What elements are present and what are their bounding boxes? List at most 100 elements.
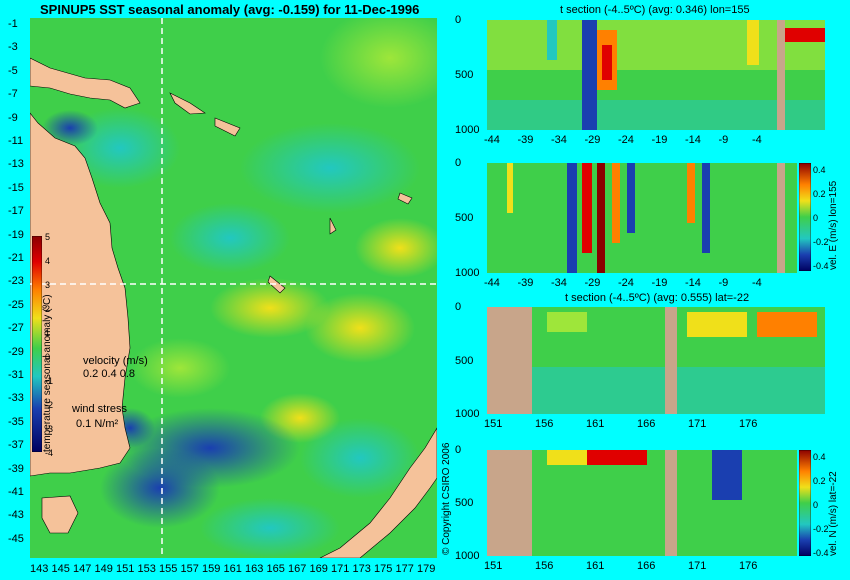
lat-tick-label: -3 xyxy=(8,41,18,54)
lat-tick-label: -33 xyxy=(8,392,24,405)
lat-tick-label: -17 xyxy=(8,205,24,218)
vel-n-colorbar xyxy=(799,450,811,556)
panel-x-tick-label: -39 xyxy=(517,277,534,289)
anomaly-patches xyxy=(42,18,437,558)
lon-tick-label: 151 xyxy=(116,563,135,575)
panel-x-tick-label: -44 xyxy=(484,277,500,289)
panel-x-tick-label: 166 xyxy=(637,560,656,572)
wind-stress-scale: 0.1 N/m² xyxy=(76,418,119,430)
vel-e-tick-label: 0.2 xyxy=(813,189,826,199)
vel-n-tick-label: -0.4 xyxy=(813,548,829,558)
colorbar-tick-label: 3 xyxy=(45,280,51,290)
velocity-scale: 0.2 0.4 0.8 xyxy=(83,368,135,380)
land-new-zealand xyxy=(319,427,437,558)
colorbar-tick-label: 0 xyxy=(45,352,51,362)
panel4-vel-north xyxy=(487,450,797,556)
colorbar-tick-label: 2 xyxy=(45,304,51,314)
lat-tick-label: -29 xyxy=(8,345,24,358)
lon-tick-label: 149 xyxy=(94,563,113,575)
panel-y-tick-label: 500 xyxy=(455,212,474,224)
panel-x-tick-label: -24 xyxy=(618,277,634,289)
panel-y-tick-label: 500 xyxy=(455,69,474,81)
panel-x-tick-label: -34 xyxy=(551,277,567,289)
lon-tick-label: 159 xyxy=(202,563,221,575)
panel-x-tick-label: -39 xyxy=(517,134,534,146)
panel-x-tick-label: -29 xyxy=(584,277,601,289)
panel-y-tick-label: 0 xyxy=(455,301,462,313)
panel-x-tick-label: 151 xyxy=(484,560,503,572)
vel-e-tick-label: 0 xyxy=(813,213,819,223)
colorbar-tick-label: -2 xyxy=(45,400,54,410)
lon-tick-label: 179 xyxy=(417,563,436,575)
lat-tick-label: -41 xyxy=(8,486,24,498)
panel-x-tick-label: -29 xyxy=(584,134,601,146)
land-australia xyxy=(30,112,131,477)
panel-x-tick-label: -9 xyxy=(718,277,729,289)
panel-y-tick-label: 0 xyxy=(455,157,462,169)
lat-tick-label: -9 xyxy=(8,111,18,124)
panel1-temp-section-lon xyxy=(487,20,825,130)
colorbar-tick-label: 1 xyxy=(45,328,51,338)
colorbar-tick-label: -3 xyxy=(45,424,54,434)
panel2-vel-east xyxy=(487,163,797,273)
temp-colorbar-label: temperature seasonal anomaly (ºC) xyxy=(42,294,53,452)
lat-tick-label: -25 xyxy=(8,298,24,311)
panel-y-tick-label: 0 xyxy=(455,14,462,26)
lon-tick-label: 145 xyxy=(51,563,70,575)
panel-x-tick-label: -4 xyxy=(752,277,762,289)
panel-x-tick-label: -19 xyxy=(651,277,668,289)
lat-tick-label: -35 xyxy=(8,415,24,428)
vel-e-tick-label: -0.2 xyxy=(813,237,829,247)
panel-x-tick-label: -9 xyxy=(718,134,729,146)
panel-x-tick-label: -4 xyxy=(752,134,762,146)
panel-x-tick-label: 151 xyxy=(484,418,503,430)
land-tasmania xyxy=(41,495,79,534)
panel-x-tick-label: -34 xyxy=(551,134,567,146)
panel-y-tick-label: 500 xyxy=(455,354,474,367)
lon-tick-label: 153 xyxy=(137,563,156,575)
vel-e-label: vel. E (m/s) lon=155 xyxy=(828,180,839,270)
colorbar-tick-label: -4 xyxy=(45,448,54,458)
temp-colorbar xyxy=(32,236,42,452)
sst-anomaly-map xyxy=(30,18,437,558)
panel-y-tick-label: 0 xyxy=(455,444,462,456)
panel-x-tick-label: -14 xyxy=(685,277,701,289)
land-islands xyxy=(169,92,413,294)
panel-x-tick-label: 161 xyxy=(586,560,605,572)
lat-tick-label: -45 xyxy=(8,532,24,545)
panel-x-tick-label: 161 xyxy=(586,418,605,430)
lat-tick-label: -15 xyxy=(8,181,24,194)
panel-y-tick-label: 1000 xyxy=(455,267,480,279)
lon-tick-label: 155 xyxy=(159,563,178,575)
panel3-title: t section (-4..5ºC) (avg: 0.555) lat=-22 xyxy=(565,292,750,304)
panel-x-tick-label: 176 xyxy=(739,418,758,430)
lat-tick-label: -11 xyxy=(8,135,24,147)
vel-n-tick-label: 0 xyxy=(813,500,819,510)
lon-tick-label: 175 xyxy=(374,563,393,575)
panel-x-tick-label: 166 xyxy=(637,418,656,430)
panel1-title: t section (-4..5ºC) (avg: 0.346) lon=155 xyxy=(560,4,750,16)
panel-x-tick-label: 171 xyxy=(688,418,707,430)
velocity-label: velocity (m/s) xyxy=(83,355,148,367)
lon-tick-label: 165 xyxy=(266,563,285,575)
vel-n-tick-label: 0.4 xyxy=(813,452,826,462)
lon-tick-label: 171 xyxy=(331,563,350,575)
wind-stress-label: wind stress xyxy=(72,403,128,415)
lat-tick-label: -23 xyxy=(8,275,24,288)
panel-x-tick-label: 171 xyxy=(688,560,707,572)
panel-x-tick-label: 156 xyxy=(535,418,554,430)
map-title: SPINUP5 SST seasonal anomaly (avg: -0.15… xyxy=(40,2,420,17)
lat-tick-label: -43 xyxy=(8,509,24,522)
panel-y-tick-label: 500 xyxy=(455,497,474,509)
lat-tick-label: -19 xyxy=(8,228,24,241)
panel-x-tick-label: -24 xyxy=(618,134,634,146)
lat-tick-label: -13 xyxy=(8,158,24,171)
colorbar-tick-label: 5 xyxy=(45,232,51,242)
panel-x-tick-label: 176 xyxy=(739,560,758,572)
lat-tick-label: -7 xyxy=(8,88,18,101)
lon-tick-label: 163 xyxy=(245,563,264,575)
lat-tick-label: -27 xyxy=(8,322,24,335)
panel-x-tick-label: -14 xyxy=(685,134,701,146)
panel-x-tick-label: 156 xyxy=(535,560,554,572)
lat-tick-label: -37 xyxy=(8,439,24,452)
